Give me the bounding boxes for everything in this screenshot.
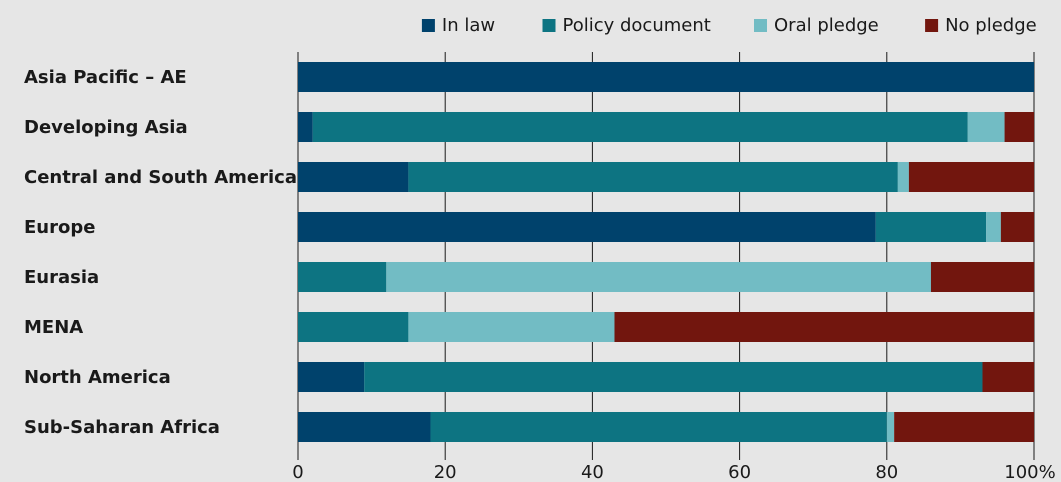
legend-swatch bbox=[754, 19, 767, 32]
bar-segment-policy-document bbox=[875, 212, 987, 242]
category-label: MENA bbox=[24, 317, 83, 338]
legend-swatch bbox=[421, 19, 435, 32]
x-axis: 0 20 40 60 80 100% bbox=[292, 462, 1055, 482]
legend-label: Oral pledge bbox=[774, 15, 879, 36]
category-label: Asia Pacific – AE bbox=[24, 67, 187, 88]
category-labels: Asia Pacific – AE Developing Asia Central … bbox=[24, 67, 297, 438]
bar-segment-no-pledge bbox=[930, 262, 1034, 292]
category-label: Developing Asia bbox=[24, 117, 188, 138]
category-label: North America bbox=[24, 367, 171, 388]
bar-segment-no-pledge bbox=[894, 412, 1034, 442]
category-label: Central and South America bbox=[24, 167, 297, 188]
bar-segment-in-law bbox=[298, 362, 365, 392]
x-tick-label: 100% bbox=[1004, 462, 1055, 482]
legend-swatch bbox=[542, 19, 556, 32]
x-tick-label: 80 bbox=[875, 462, 898, 482]
legend-label: Policy document bbox=[563, 15, 711, 36]
category-label: Europe bbox=[24, 217, 95, 238]
x-tick-label: 0 bbox=[292, 462, 303, 482]
bar-segment-in-law bbox=[298, 62, 1034, 92]
bar-segment-in-law bbox=[298, 212, 876, 242]
bar-segment-no-pledge bbox=[1004, 112, 1034, 142]
bar-segment-oral-pledge bbox=[897, 162, 909, 192]
bar-segment-in-law bbox=[298, 412, 431, 442]
bar-segment-policy-document bbox=[312, 112, 968, 142]
bar-segment-no-pledge bbox=[908, 162, 1034, 192]
bar-segment-no-pledge bbox=[614, 312, 1034, 342]
bar-segment-no-pledge bbox=[1000, 212, 1034, 242]
bar-segment-policy-document bbox=[298, 312, 409, 342]
bar-segment-in-law bbox=[298, 112, 313, 142]
bar-segment-oral-pledge bbox=[986, 212, 1001, 242]
category-label: Sub-Saharan Africa bbox=[24, 417, 220, 438]
bar-segment-policy-document bbox=[298, 262, 387, 292]
x-tick-label: 20 bbox=[434, 462, 457, 482]
bar-segment-oral-pledge bbox=[386, 262, 931, 292]
bar-segment-policy-document bbox=[430, 412, 887, 442]
bar-segment-no-pledge bbox=[982, 362, 1034, 392]
x-tick-label: 60 bbox=[728, 462, 751, 482]
bar-segment-oral-pledge bbox=[408, 312, 615, 342]
x-tick-label: 40 bbox=[581, 462, 604, 482]
bar-segment-oral-pledge bbox=[967, 112, 1005, 142]
legend-label: No pledge bbox=[945, 15, 1037, 36]
legend-swatch bbox=[925, 19, 939, 32]
legend-label: In law bbox=[442, 15, 495, 36]
category-label: Eurasia bbox=[24, 267, 99, 288]
bar-segment-oral-pledge bbox=[886, 412, 895, 442]
bar-segment-policy-document bbox=[408, 162, 898, 192]
bar-segment-policy-document bbox=[364, 362, 983, 392]
bar-segment-in-law bbox=[298, 162, 409, 192]
legend: In law Policy document Oral pledge No pledg… bbox=[421, 15, 1037, 36]
bars bbox=[298, 62, 1034, 442]
